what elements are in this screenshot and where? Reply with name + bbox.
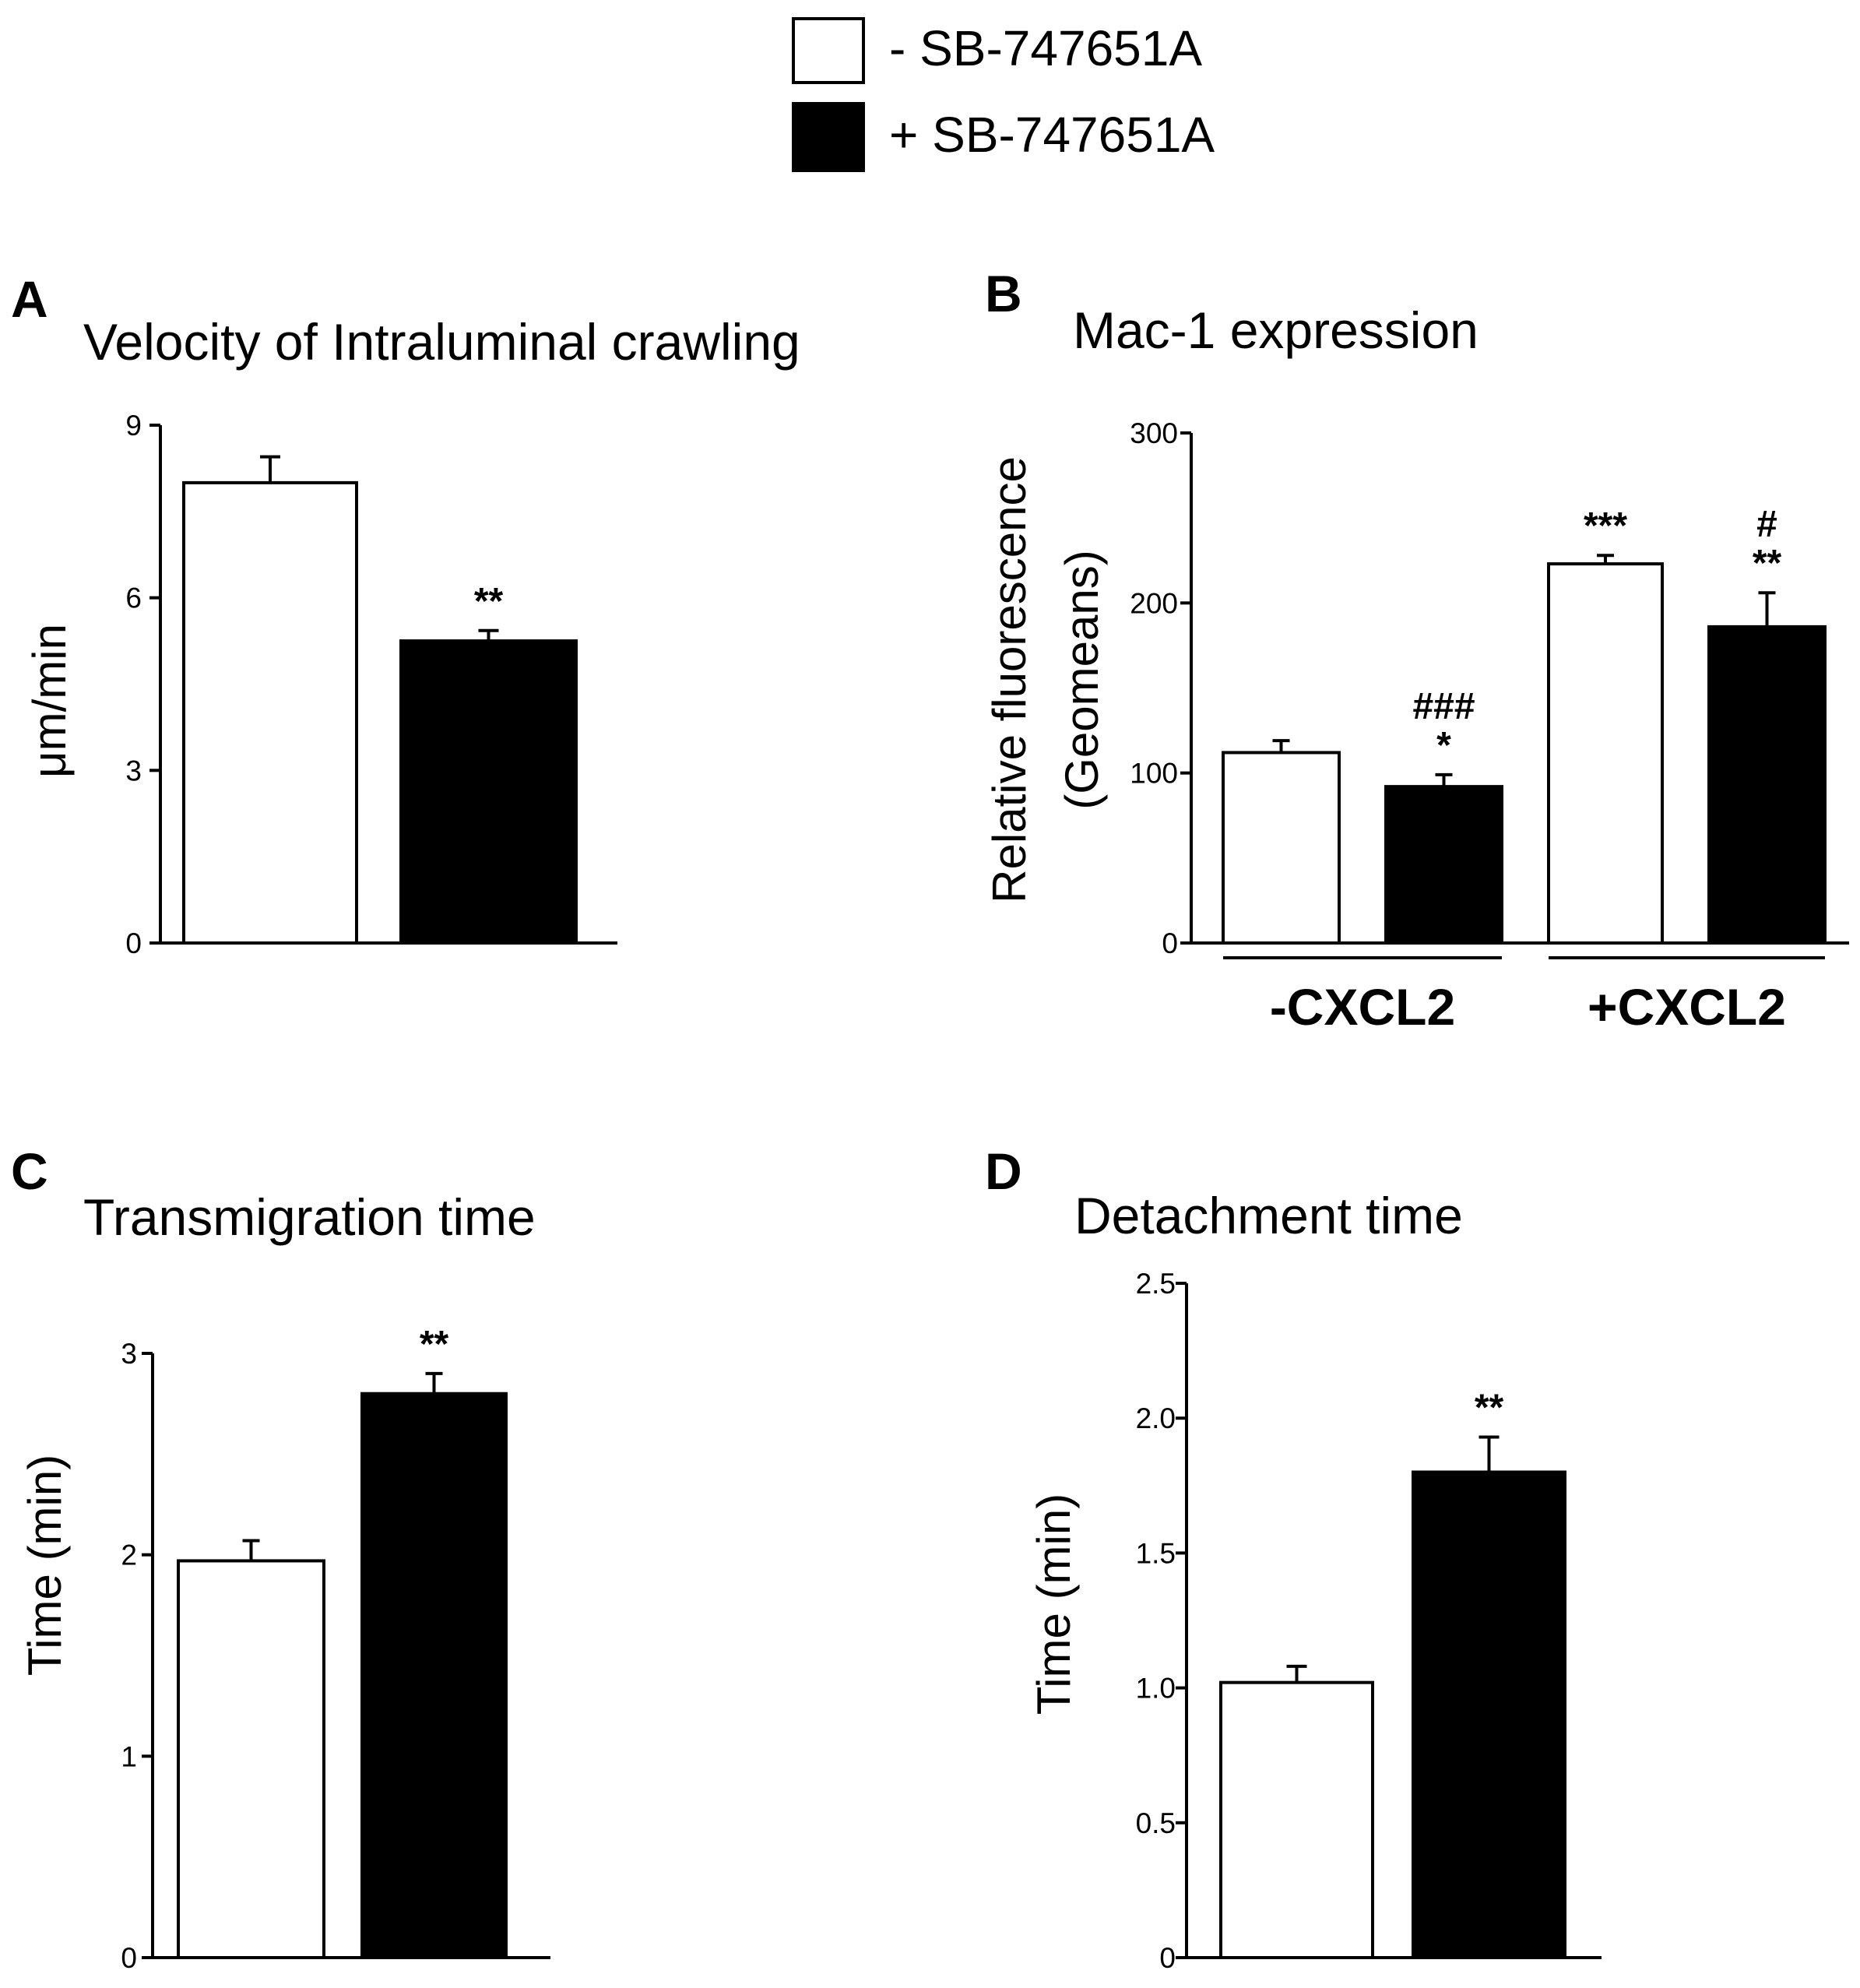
y-tick-label-c: 2 bbox=[121, 1539, 137, 1571]
significance-label-a: ** bbox=[474, 581, 504, 622]
y-tick-label-c: 1 bbox=[121, 1740, 137, 1772]
significance-label-b: * bbox=[1436, 725, 1451, 766]
bar-b-minus-with-cxcl2 bbox=[1547, 562, 1664, 945]
y-tick-label-d: 1.0 bbox=[1136, 1673, 1176, 1705]
panel-title-d: Detachment time bbox=[1074, 1187, 1463, 1244]
panel-letter-b: B bbox=[985, 265, 1022, 322]
y-tick-label-d: 0 bbox=[1159, 1942, 1176, 1974]
y-axis-title-d: Time (min) bbox=[1028, 1494, 1080, 1715]
panel-d: D Detachment time Time (min) 0 0.5 1.0 1.5 2… bbox=[985, 1142, 1602, 1974]
significance-label-d: ** bbox=[1475, 1387, 1504, 1428]
y-tick-label-a: 0 bbox=[125, 927, 142, 959]
bar-c-minus bbox=[177, 1559, 325, 1959]
y-tick-label-d: 2.5 bbox=[1136, 1268, 1176, 1300]
bar-d-plus bbox=[1412, 1470, 1566, 1959]
y-tick-label-b: 200 bbox=[1130, 587, 1178, 619]
panel-title-b: Mac-1 expression bbox=[1073, 301, 1479, 359]
y-tick-label-b: 0 bbox=[1162, 927, 1178, 959]
significance-label-hash-b: # bbox=[1756, 504, 1777, 545]
panel-letter-c: C bbox=[11, 1142, 48, 1200]
panel-a: A Velocity of Intraluminal crawling μm/m… bbox=[11, 270, 800, 959]
panel-b: B Mac-1 expression Relative fluorescence… bbox=[983, 265, 1849, 1036]
y-tick-label-a: 3 bbox=[125, 755, 142, 786]
bar-b-plus-without-cxcl2 bbox=[1384, 785, 1503, 945]
panel-letter-d: D bbox=[985, 1142, 1022, 1200]
legend-swatch-plus bbox=[792, 102, 865, 172]
group-label: -CXCL2 bbox=[1270, 978, 1455, 1036]
y-tick-label-d: 0.5 bbox=[1136, 1807, 1176, 1839]
legend-label-plus: + SB-747651A bbox=[889, 107, 1215, 163]
panel-letter-a: A bbox=[11, 270, 48, 328]
y-tick-label-c: 0 bbox=[121, 1942, 137, 1974]
y-axis-title-b-line2: (Geomeans) bbox=[1056, 550, 1108, 809]
panel-c: C Transmigration time Time (min) 0 1 2 3 ** bbox=[11, 1142, 550, 1974]
bar-a-minus bbox=[182, 480, 358, 945]
legend-swatch-minus bbox=[792, 17, 865, 84]
significance-label-hash-b: ### bbox=[1412, 686, 1475, 727]
bar-a-plus bbox=[399, 639, 578, 945]
y-tick-label-b: 300 bbox=[1130, 417, 1178, 449]
y-tick-label-c: 3 bbox=[121, 1338, 137, 1370]
bar-d-minus bbox=[1219, 1680, 1374, 1960]
bar-b-minus-without-cxcl2 bbox=[1222, 751, 1341, 945]
y-tick-label-d: 1.5 bbox=[1136, 1537, 1176, 1569]
group-label: +CXCL2 bbox=[1588, 978, 1786, 1036]
y-tick-label-a: 9 bbox=[125, 410, 142, 442]
significance-label-b: ** bbox=[1753, 543, 1782, 584]
bar-b-plus-with-cxcl2 bbox=[1707, 625, 1827, 945]
bar-c-plus bbox=[360, 1392, 508, 1959]
panel-title-a: Velocity of Intraluminal crawling bbox=[83, 313, 800, 371]
y-tick-label-a: 6 bbox=[125, 582, 142, 614]
legend-label-minus: - SB-747651A bbox=[889, 20, 1202, 76]
y-axis-title-a: μm/min bbox=[23, 624, 76, 778]
legend: - SB-747651A + SB-747651A bbox=[792, 17, 1215, 172]
significance-label-c: ** bbox=[420, 1324, 449, 1365]
y-axis-title-b-line1: Relative fluorescence bbox=[983, 456, 1035, 903]
significance-label-b: *** bbox=[1584, 505, 1627, 547]
y-axis-title-c: Time (min) bbox=[19, 1455, 71, 1676]
panel-title-c: Transmigration time bbox=[83, 1188, 536, 1246]
y-tick-label-d: 2.0 bbox=[1136, 1402, 1176, 1434]
y-tick-label-b: 100 bbox=[1130, 758, 1178, 790]
